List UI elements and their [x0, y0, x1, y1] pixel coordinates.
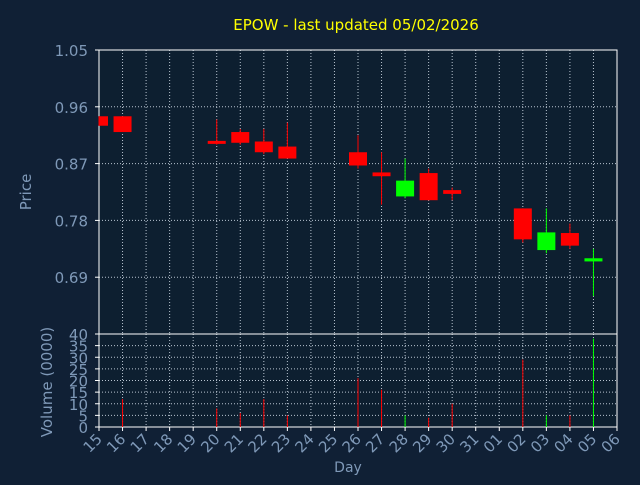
x-axis-label: Day	[334, 460, 362, 476]
volume-tick-label: 5	[78, 407, 88, 425]
candle	[443, 187, 462, 201]
candle-body	[584, 258, 603, 262]
volume-tick-label: 25	[69, 361, 88, 379]
chart-title: EPOW - last updated 05/02/2026	[233, 16, 479, 34]
candle	[113, 116, 132, 133]
candle	[513, 208, 532, 243]
volume-tick-label: 35	[69, 338, 88, 356]
candle-body	[349, 152, 367, 166]
candle	[278, 122, 297, 159]
candle-body	[254, 141, 273, 153]
price-tick-label: 0.87	[55, 156, 88, 174]
candle	[349, 135, 367, 169]
candle-body	[443, 190, 462, 194]
candle	[537, 208, 556, 254]
candle	[560, 223, 579, 249]
volume-panel: 4035302520151050151617181920212223242526…	[69, 326, 624, 456]
candle-body	[207, 140, 226, 144]
candle-body	[99, 116, 108, 126]
candle-body	[537, 232, 556, 251]
candle	[231, 128, 250, 145]
candle-body	[231, 132, 250, 143]
price-tick-label: 0.78	[55, 212, 88, 230]
volume-axis-label: Volume (0000)	[38, 327, 56, 437]
volume-tick-label: 10	[69, 396, 88, 414]
candle-body	[419, 173, 438, 201]
volume-tick-label: 0	[78, 419, 88, 437]
candle-body	[513, 208, 532, 240]
candle	[98, 116, 108, 126]
volume-tick-label: 15	[69, 384, 88, 402]
candle	[584, 248, 603, 297]
candle-body	[278, 146, 297, 159]
price-tick-label: 1.05	[55, 42, 88, 60]
price-panel: 1.05 0.96 0.87 0.78 0.69	[55, 42, 618, 335]
volume-tick-label: 40	[69, 326, 88, 344]
candle	[419, 168, 438, 201]
candle-body	[113, 116, 132, 133]
candle-body	[396, 180, 415, 197]
candle	[207, 119, 226, 145]
candle	[372, 152, 391, 205]
candle	[254, 128, 273, 155]
price-tick-label: 0.69	[55, 269, 88, 287]
price-tick-label: 0.96	[55, 99, 88, 117]
volume-tick-label: 30	[69, 349, 88, 367]
candle	[396, 158, 415, 199]
volume-tick-label: 20	[69, 373, 88, 391]
price-axis-label: Price	[17, 174, 35, 211]
candle-body	[372, 172, 391, 177]
candle-body	[560, 233, 579, 246]
